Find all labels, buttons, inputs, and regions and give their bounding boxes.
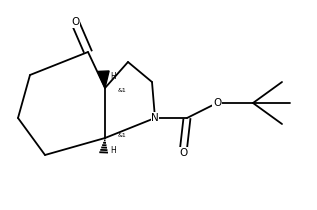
Text: O: O [71,17,79,27]
Text: O: O [179,148,187,158]
Text: N: N [151,113,159,123]
Polygon shape [98,71,109,88]
Text: &1: &1 [118,88,126,93]
Text: H: H [110,72,116,81]
Text: O: O [213,98,221,108]
Text: H: H [110,146,116,155]
Text: &1: &1 [118,133,126,138]
